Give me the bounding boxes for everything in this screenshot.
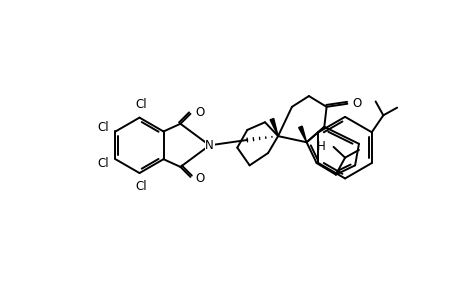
Text: Cl: Cl [97,157,108,169]
Text: Cl: Cl [97,121,108,134]
Text: O: O [195,172,204,185]
Text: O: O [195,106,204,119]
Text: N: N [205,139,213,152]
Polygon shape [269,118,278,136]
Text: Cl: Cl [135,180,146,193]
Polygon shape [298,126,306,142]
Text: Cl: Cl [135,98,146,111]
Text: O: O [352,97,361,110]
Text: H: H [317,140,325,153]
